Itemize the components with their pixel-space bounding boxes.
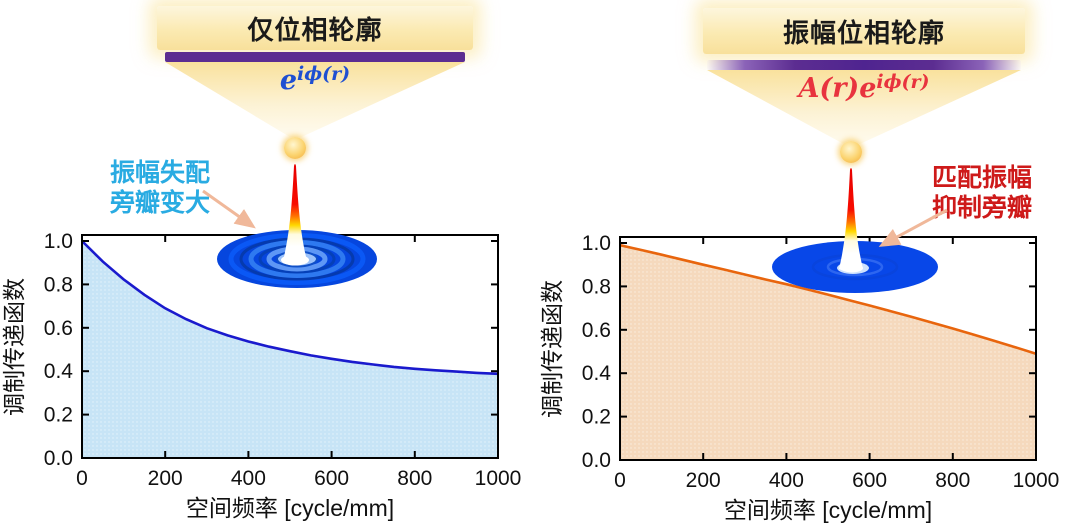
x-tick-label: 800 [935, 469, 970, 492]
y-tick-label: 1.0 [582, 232, 611, 255]
arrow-right [878, 208, 948, 247]
title-right-label: 振幅位相轮廓 [782, 17, 945, 48]
x-tick-label: 200 [686, 469, 721, 492]
y-tick-label: 1.0 [44, 230, 73, 253]
annotation-line-2: 旁瓣变大 [109, 189, 210, 217]
mtf-chart-right: 0 200 400 600 800 1000 0.0 0.2 0.4 0.6 0.8 1.0 空间频率… [539, 232, 1060, 523]
y-tick-label: 0.6 [44, 317, 73, 340]
annotation-matched: 匹配振幅 抑制旁瓣 [912, 163, 1052, 223]
formula-amplitude-phase: A(r)eiϕ(r) [707, 71, 1021, 106]
x-axis-title: 空间频率 [cycle/mm] [724, 497, 932, 523]
y-tick-label: 0.0 [44, 447, 73, 470]
arrow-line [878, 208, 948, 247]
psf-peak [283, 164, 307, 265]
y-tick-label: 0.4 [44, 360, 74, 383]
y-tick-label: 0.0 [582, 449, 611, 472]
x-tick-label: 400 [231, 467, 266, 490]
mtf-area-right [620, 245, 1036, 460]
annotation-line-1: 匹配振幅 [931, 164, 1032, 192]
amplitude-phase-pupil-bar [707, 60, 1021, 70]
annotation-line-1: 振幅失配 [109, 159, 210, 187]
formula-phase-only: eiϕ(r) [165, 63, 465, 98]
arrow-line [202, 189, 256, 229]
focal-spot-left [284, 137, 306, 159]
x-tick-label: 0 [76, 467, 88, 490]
mtf-curve-left [81, 240, 499, 376]
formula-base: A(r)e [798, 73, 877, 104]
title-right: 振幅位相轮廓 [703, 8, 1025, 54]
x-tick-label: 0 [614, 469, 626, 492]
plot-frame [619, 236, 1037, 461]
y-tick-label: 0.8 [44, 273, 73, 296]
formula-exponent: iϕ(r) [876, 71, 930, 93]
mtf-area-left [82, 241, 498, 458]
formula-exponent: iϕ(r) [297, 63, 351, 85]
x-tick-label: 200 [148, 467, 183, 490]
mtf-curve-right [619, 243, 1037, 355]
y-tick-label: 0.2 [582, 406, 611, 429]
annotation-mismatch: 振幅失配 旁瓣变大 [90, 158, 230, 218]
x-tick-label: 1000 [1013, 469, 1060, 492]
title-left: 仅位相轮廓 [157, 6, 473, 50]
y-tick-label: 0.4 [582, 362, 612, 385]
psf-suppressed-sidelobes [772, 168, 938, 293]
x-axis-title: 空间频率 [cycle/mm] [186, 495, 394, 521]
x-tick-label: 800 [397, 467, 432, 490]
psf-with-sidelobes [217, 164, 377, 288]
formula-base: e [279, 65, 298, 96]
x-tick-label: 1000 [475, 467, 522, 490]
x-tick-label: 400 [769, 469, 804, 492]
x-tick-label: 600 [852, 469, 887, 492]
arrow-left [202, 189, 256, 229]
mtf-chart-left: 0 200 400 600 800 1000 0.0 0.2 0.4 0.6 0.8 1.0 空间频率… [1, 230, 522, 521]
y-axis-title: 调制传递函数 [539, 280, 565, 418]
y-tick-label: 0.8 [582, 275, 611, 298]
y-tick-label: 0.2 [44, 404, 73, 427]
axis-ticks: 0 200 400 600 800 1000 0.0 0.2 0.4 0.6 0.8 1.0 [582, 232, 1060, 492]
psf-peak [839, 168, 863, 272]
x-tick-label: 600 [314, 467, 349, 490]
phase-pupil-bar [165, 52, 465, 62]
y-tick-label: 0.6 [582, 319, 611, 342]
title-left-label: 仅位相轮廓 [247, 14, 383, 45]
annotation-line-2: 抑制旁瓣 [931, 194, 1032, 222]
focal-spot-right [840, 141, 862, 163]
y-axis-title: 调制传递函数 [1, 278, 27, 416]
